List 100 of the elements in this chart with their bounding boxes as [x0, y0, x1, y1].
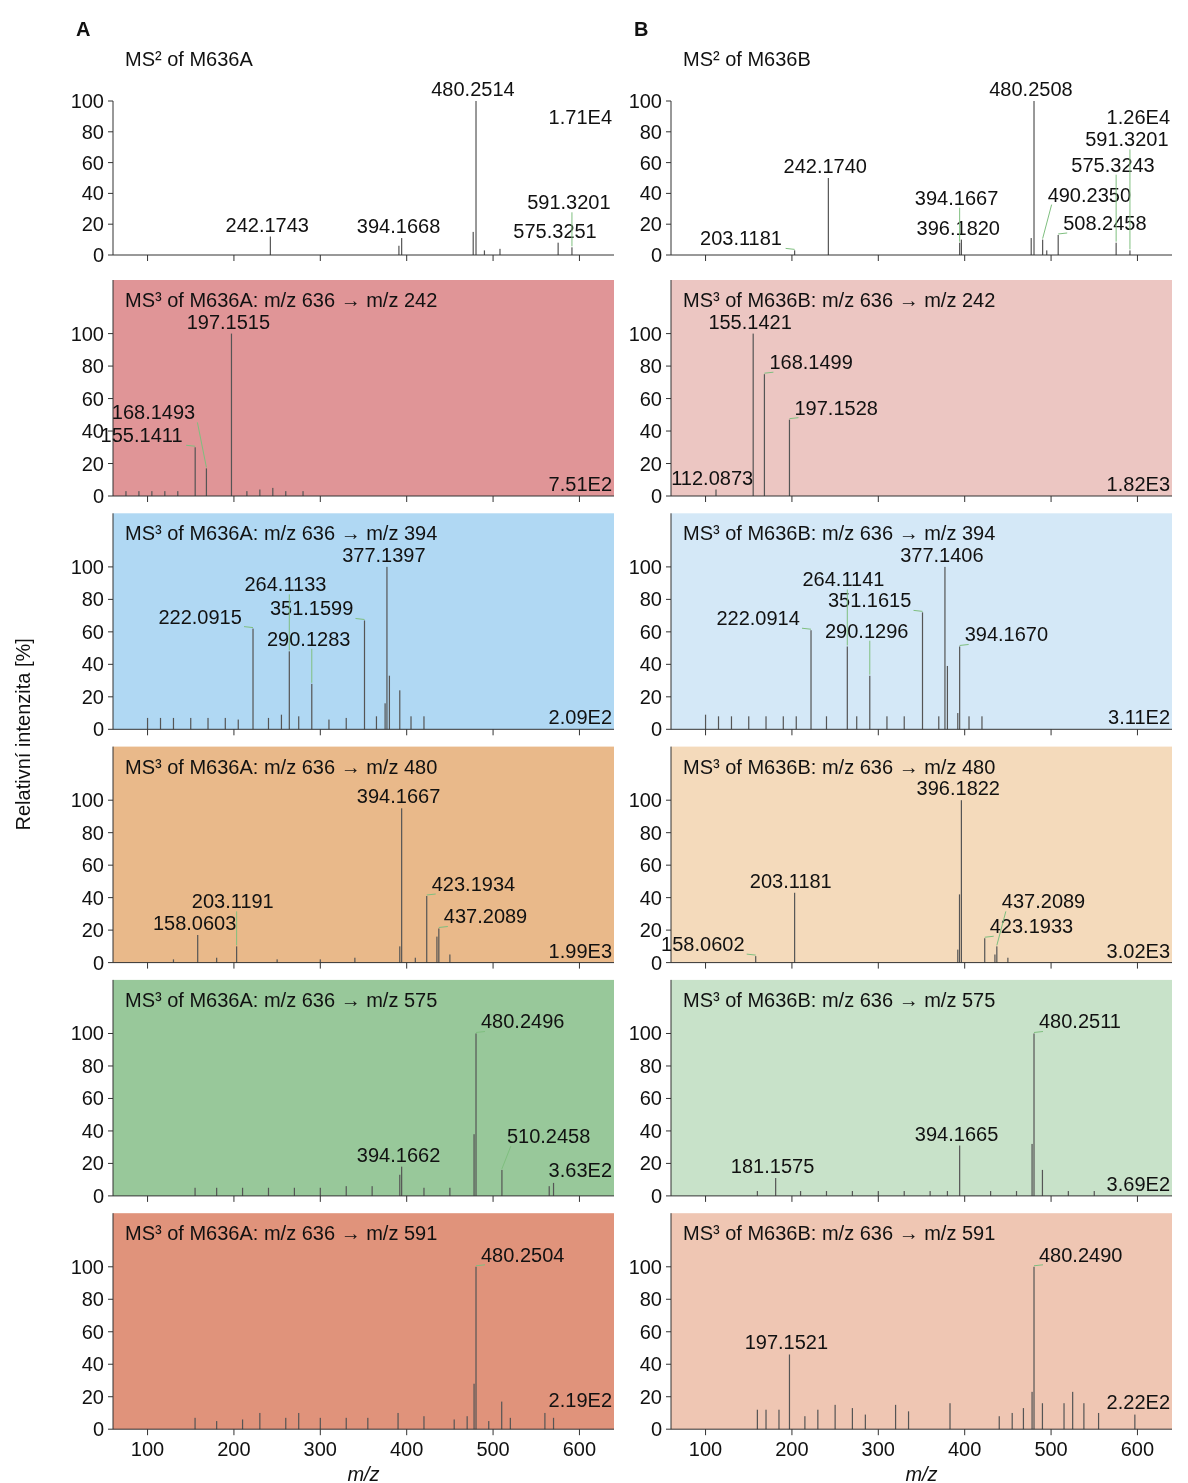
annotation: 591.3201 — [1085, 128, 1169, 151]
y-tick-label: 80 — [81, 355, 104, 378]
y-tick-label: 100 — [628, 789, 662, 812]
annotation: 290.1283 — [266, 627, 351, 650]
y-tick-label: 100 — [628, 555, 662, 578]
y-tick-label: 40 — [81, 1353, 104, 1376]
y-tick-label: 0 — [92, 1418, 104, 1441]
y-tick-label: 100 — [628, 322, 662, 345]
annotation: 396.1820 — [916, 216, 1001, 239]
y-tick-label: 40 — [639, 653, 662, 676]
annotation: 575.3243 — [1071, 153, 1155, 176]
y-tick-label: 0 — [650, 1184, 662, 1207]
x-tick-label: 200 — [775, 1438, 809, 1461]
y-tick-label: 60 — [639, 387, 662, 410]
y-tick-label: 100 — [70, 789, 104, 812]
y-tick-label: 0 — [650, 718, 662, 741]
y-tick-label: 0 — [650, 244, 662, 266]
annotation: 480.2504 — [481, 1243, 565, 1266]
x-tick-label: 300 — [303, 1438, 337, 1461]
x-tick-label: 400 — [948, 1438, 982, 1461]
y-tick-label: 100 — [70, 555, 104, 578]
annotation: 168.1493 — [111, 401, 196, 424]
annotation: 203.1181 — [700, 227, 782, 250]
y-tick-label: 20 — [639, 452, 662, 475]
annotation: 1.26E4 — [1106, 106, 1170, 128]
y-tick-label: 80 — [81, 1288, 104, 1311]
x-tick-label: 100 — [688, 1438, 723, 1461]
annotation: 1.82E3 — [1106, 473, 1170, 495]
annotation: 158.0603 — [152, 911, 237, 934]
y-tick-label: 60 — [81, 854, 104, 877]
y-tick-label: 80 — [639, 1054, 662, 1077]
y-tick-label: 60 — [639, 1320, 662, 1343]
annotation: 394.1665 — [914, 1122, 999, 1145]
annotation: 168.1499 — [769, 351, 853, 374]
annotation: 181.1575 — [730, 1155, 815, 1178]
y-tick-label: 80 — [639, 1288, 662, 1311]
y-tick-label: 100 — [70, 322, 104, 345]
x-tick-label: 200 — [217, 1438, 251, 1461]
annotation: 222.0914 — [716, 607, 800, 630]
y-tick-label: 0 — [650, 951, 662, 974]
annotation: 480.2490 — [1039, 1243, 1123, 1266]
y-tick-label: 80 — [639, 355, 662, 378]
y-tick-label: 0 — [92, 1184, 104, 1207]
chart-title: MS³ of M636A: m/z 636 → m/z 480 — [125, 755, 438, 778]
x-tick-label: 400 — [390, 1438, 424, 1461]
x-tick-label: 600 — [1120, 1438, 1155, 1461]
annotation: 394.1668 — [356, 215, 441, 238]
annotation: 3.63E2 — [548, 1158, 612, 1181]
y-tick-label: 80 — [81, 588, 104, 611]
y-tick-label: 20 — [639, 685, 662, 708]
annotation: 437.2089 — [443, 905, 528, 928]
y-tick-label: 20 — [81, 452, 104, 475]
annotation: 1.99E3 — [548, 939, 612, 962]
annotation: 242.1743 — [225, 213, 309, 236]
annotation: 158.0602 — [661, 933, 745, 956]
y-tick-label: 20 — [81, 1152, 104, 1175]
y-tick-label: 100 — [70, 90, 104, 112]
x-tick-label: 500 — [1034, 1438, 1068, 1461]
y-tick-label: 100 — [70, 1255, 104, 1278]
y-tick-label: 80 — [81, 1054, 104, 1077]
y-tick-label: 40 — [639, 182, 662, 205]
x-tick-label: 500 — [476, 1438, 510, 1461]
annotation: 351.1599 — [269, 597, 354, 620]
y-tick-label: 0 — [92, 951, 104, 974]
y-tick-label: 60 — [81, 1320, 104, 1343]
chart-title: A — [76, 18, 91, 40]
y-tick-label: 40 — [639, 1353, 662, 1376]
y-tick-label: 20 — [81, 685, 104, 708]
annotation: 264.1133 — [244, 573, 327, 596]
annotation: 394.1667 — [356, 785, 441, 808]
annotation: 203.1191 — [191, 890, 274, 913]
annotation: 377.1397 — [342, 543, 426, 566]
y-tick-label: 20 — [639, 213, 662, 236]
chart-subtitle: MS² of M636B — [683, 48, 811, 70]
y-tick-label: 60 — [639, 1087, 662, 1110]
y-tick-label: 80 — [639, 821, 662, 844]
y-tick-label: 60 — [81, 1087, 104, 1110]
y-tick-label: 20 — [81, 1385, 104, 1408]
y-tick-label: 40 — [81, 1119, 104, 1142]
chart-subtitle: MS² of M636A — [125, 48, 254, 70]
y-tick-label: 40 — [639, 886, 662, 909]
chart-title: MS³ of M636A: m/z 636 → m/z 394 — [125, 522, 438, 545]
annotation: 155.1421 — [708, 310, 792, 333]
chart-title: MS³ of M636B: m/z 636 → m/z 575 — [683, 988, 996, 1011]
y-tick-label: 60 — [81, 620, 104, 643]
annotation: 437.2089 — [1001, 890, 1086, 913]
y-tick-label: 100 — [628, 1022, 662, 1045]
x-axis-title: m/z — [347, 1463, 380, 1483]
annotation: 394.1670 — [964, 623, 1049, 646]
annotation: 575.3251 — [513, 219, 597, 242]
annotation: 7.51E2 — [548, 473, 612, 495]
y-tick-label: 100 — [628, 90, 662, 112]
annotation: 290.1296 — [824, 619, 909, 642]
y-tick-label: 40 — [639, 1119, 662, 1142]
annotation: 222.0915 — [158, 605, 242, 628]
y-axis-title: Relativní intenzita [%] — [12, 638, 34, 831]
annotation: 242.1740 — [783, 155, 867, 177]
y-tick-label: 60 — [639, 854, 662, 877]
y-tick-label: 100 — [70, 1022, 104, 1045]
annotation: 423.1934 — [431, 873, 516, 896]
